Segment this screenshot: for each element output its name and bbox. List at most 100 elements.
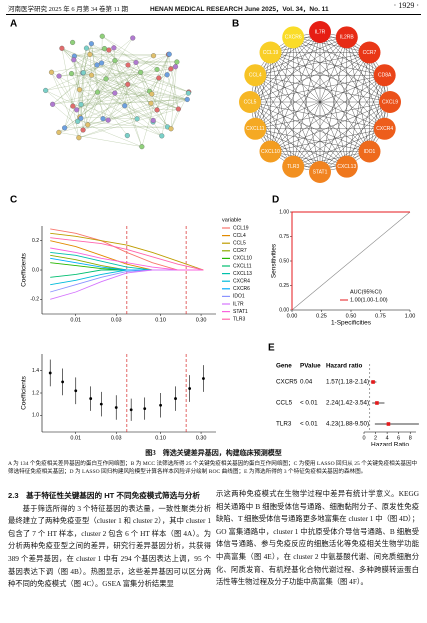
network-edge [81,104,162,137]
network-node [358,140,381,163]
network-node [111,45,117,51]
panel-label: C [10,195,17,206]
network-node [101,46,107,52]
network-edge [58,54,91,77]
network-node [185,90,191,96]
legend-label: CCR7 [233,248,247,254]
network-edge [58,132,142,147]
network-edge [114,60,138,119]
x-tick-label: 0.10 [155,317,166,323]
point [114,406,118,409]
network-node [99,60,105,66]
network-edge [89,54,92,76]
network-edge [102,93,115,119]
network-node [156,75,162,81]
network-node [244,64,267,87]
network-node [112,58,118,64]
network-edge [45,60,115,91]
network-node [130,35,136,41]
network-node [80,127,86,133]
x-tick-label: 1.00 [405,313,416,319]
x-tick-label: 0.01 [70,317,81,323]
network-edge [78,108,179,138]
y-tick-label: 0.0 [32,267,39,273]
network-edge [293,31,321,167]
network-node [71,57,77,63]
point [159,403,162,407]
figure: A B C D E IL7R IL2RB CCR7 CD8A CXCL9 CXCR4 IDO1 CXCL… [10,19,419,446]
legend-label: CCL5 [233,241,246,247]
network-edge [293,151,370,167]
network-edge [76,84,128,110]
network-edge [91,43,141,73]
network-node [78,115,84,121]
network-edge [168,54,179,110]
left-column: 2.3 基于特征性关键基因的 HT 不同免疫模式筛选与分析 基于筛选所得的 3 … [8,490,211,591]
network-edge [255,75,271,152]
network-node [379,91,401,113]
network-edge [140,72,154,123]
node-label: IL2RB [340,35,355,41]
network-node [139,144,145,150]
node-label: CCL4 [249,73,262,79]
network-edge [249,75,385,103]
legend-label: CXCR6 [233,286,250,292]
network-edge [108,62,137,121]
x-tick-label: 4 [386,435,389,441]
network-edge [161,61,178,136]
network-edge [52,37,133,105]
node-label: CXCL10 [261,149,280,155]
network-edge [108,50,168,127]
network-edge [270,37,294,152]
network-edge [293,37,370,152]
section-heading: 2.3 基于特征性关键基因的 HT 不同免疫模式筛选与分析 [8,491,200,500]
network-edge [319,31,385,76]
network-node [56,73,62,79]
network-edge [255,75,294,167]
network-node [77,87,83,93]
network-edge [113,47,137,63]
point [143,407,147,410]
network-edge [74,56,109,121]
network-edge [170,61,178,129]
y-axis-label: Coefficients [21,375,28,410]
network-edge [83,92,189,131]
network-edge [97,91,172,129]
network-node [138,69,144,75]
network-edge [105,78,179,110]
network-edge [140,72,168,127]
header-rule [6,14,421,15]
network-edge [61,48,162,136]
network-node [159,133,165,139]
network-edge [293,52,370,167]
network-node [76,135,82,141]
point [129,408,133,412]
network-node [112,90,118,96]
network-edge [255,128,321,173]
network-edge [102,36,158,70]
network-edge [87,69,158,125]
legend-label: TLR3 [233,317,245,323]
panel-label: A [10,19,17,30]
network-edge [71,73,179,110]
point-estimate [386,422,391,426]
network-edge [369,52,385,129]
network-edge [83,49,109,73]
network-node [309,161,331,183]
network-node [148,100,154,106]
figure-note: A 为 134 个免疫相关差异基因的蛋白互作网络图；B 为 MCC 法筛选所得 … [8,461,418,476]
network-edge [124,84,128,106]
network-edge [76,54,169,110]
node-label: IDO1 [364,149,376,155]
network-edge [293,37,385,76]
network-node [85,122,91,128]
legend-label: CCL19 [233,225,249,231]
y-axis-label: Coefficients [21,252,28,287]
network-node [175,106,181,112]
x-axis-label: Hazard Ratio [371,442,409,446]
journal-name: HENAN MEDICAL RESEARCH June 2025，Vol. 34… [150,6,329,13]
legend-label: STAT1 [233,309,248,315]
x-tick-label: 0.03 [111,317,122,323]
network-node [106,47,112,53]
network-node [282,26,305,49]
